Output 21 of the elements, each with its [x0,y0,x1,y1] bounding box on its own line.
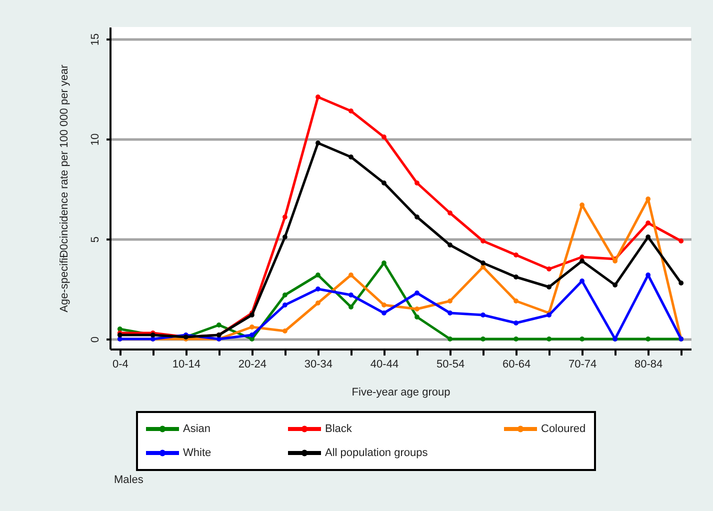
y-axis-title: Age-specifiÐ0cincidence rate per 100 000 per year [58,64,70,312]
x-tick-label: 20-24 [238,358,267,370]
legend-label: Coloured [541,423,586,435]
legend-label: Black [325,423,352,435]
legend-label: All population groups [325,447,428,459]
legend-label: Asian [183,423,211,435]
y-tick-label: 15 [90,33,102,46]
legend-label: White [183,447,212,459]
x-axis-title: Five-year age group [352,386,450,398]
x-tick-label: 40-44 [370,358,399,370]
x-tick-label: 70-74 [568,358,597,370]
y-tick-label: 5 [90,236,102,243]
x-tick-label: 30-34 [304,358,333,370]
x-tick-label: 0-4 [112,358,128,370]
x-tick-label: 50-54 [436,358,465,370]
x-tick-label: 80-84 [634,358,663,370]
x-tick-label: 60-64 [502,358,531,370]
y-tick-label: 0 [90,336,102,343]
x-tick-label: 10-14 [172,358,200,370]
y-tick-label: 10 [90,133,102,146]
text: Males [114,474,144,486]
